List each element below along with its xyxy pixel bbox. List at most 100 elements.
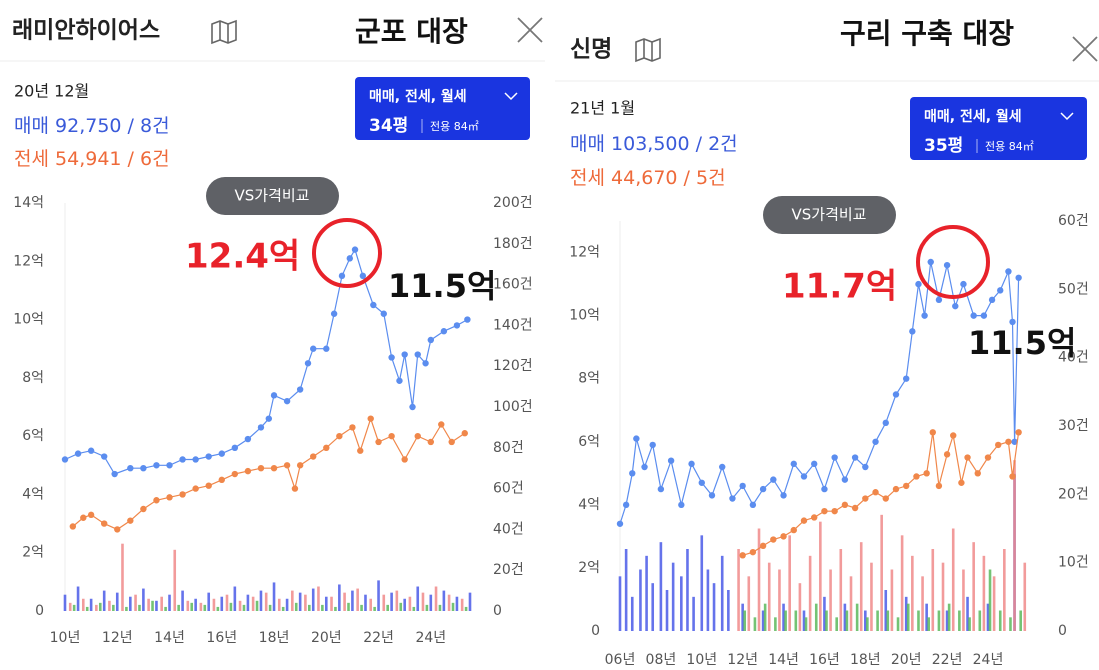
volume-bar (896, 617, 900, 631)
summary: 103,500 / 2건 (611, 133, 738, 155)
price-point (218, 450, 225, 457)
price-point (61, 456, 69, 463)
dropdown-types: 매매, 전세, 월세 (924, 108, 1022, 125)
price-point (192, 456, 199, 463)
volume-bar (870, 562, 873, 631)
volume-bar (98, 602, 102, 611)
volume-bar (351, 590, 354, 611)
volume-bar (108, 600, 111, 611)
price-point (218, 476, 225, 484)
price-point (892, 485, 900, 493)
price-point (304, 360, 312, 367)
volume-bar (692, 596, 695, 631)
price-point (370, 301, 377, 309)
price-point (657, 485, 665, 493)
volume-bar (438, 604, 442, 611)
volume-bar (784, 610, 787, 631)
volume-bar (794, 610, 798, 631)
volume-bar (285, 598, 289, 611)
volume-bar (753, 617, 757, 631)
map-icon[interactable] (211, 19, 237, 45)
price-point (140, 465, 147, 472)
volume-bar (304, 594, 307, 611)
price-point (811, 460, 818, 468)
price-point (749, 501, 757, 509)
volume-bar (291, 590, 294, 611)
compare-button[interactable]: VS가격비교 (763, 196, 896, 234)
price-point (440, 328, 448, 335)
volume-bar (455, 596, 459, 611)
highlight-circle (916, 225, 990, 299)
volume-bar (966, 596, 969, 631)
volume-bar (802, 610, 806, 631)
price-point (759, 485, 767, 493)
price-point (678, 501, 685, 509)
x-tick-label: 16년 (206, 630, 237, 646)
price-point (729, 495, 736, 502)
volume-bar (904, 596, 908, 631)
volume-bar (151, 600, 154, 611)
price-point (622, 501, 630, 509)
volume-bar (839, 549, 843, 631)
dropdown[interactable]: 매매, 전세, 월세 34평 전용 84㎡ (355, 77, 530, 140)
price-point (153, 462, 160, 469)
price-point (351, 246, 359, 253)
x-tick-label: 20년 (891, 652, 922, 668)
y-tick-label: 14억 (13, 195, 44, 211)
price-point (231, 444, 239, 451)
price-point (375, 438, 382, 446)
price-point (111, 470, 118, 478)
jeonse-summary: 전세 54,941 / 6건 (14, 148, 170, 170)
volume-bar (972, 542, 975, 631)
volume-bar (429, 594, 433, 611)
price-point (872, 438, 879, 445)
volume-bar (804, 617, 808, 631)
close-button[interactable] (517, 17, 543, 43)
y-tick-label: 0 (591, 623, 600, 639)
volume-bar (864, 610, 867, 631)
x-tick-label: 22년 (363, 630, 394, 646)
volume-bar (1019, 610, 1022, 631)
price-point (401, 456, 408, 463)
volume-bar (992, 576, 996, 631)
price-point (800, 473, 808, 480)
dropdown[interactable]: 매매, 전세, 월세 35평 전용 84㎡ (910, 97, 1087, 160)
x-tick-label: 18년 (850, 652, 881, 668)
price-point (448, 438, 455, 446)
price-point (438, 421, 445, 428)
volume-bar (829, 569, 832, 631)
volume-bar (825, 610, 828, 631)
price-point (231, 470, 239, 478)
volume-bar (246, 594, 250, 611)
summary: 92,750 / 8건 (55, 115, 170, 137)
price-point (851, 504, 859, 512)
volume-bar (68, 602, 72, 611)
y-tick-label: 4억 (578, 497, 600, 513)
series-name: 전세 (570, 167, 605, 189)
price-point (310, 345, 317, 352)
price-point (851, 454, 859, 461)
price-point (338, 272, 346, 280)
volume-bar (782, 603, 785, 631)
volume-bar (421, 592, 425, 611)
volume-bar (835, 617, 838, 631)
price-point (257, 465, 265, 472)
volume-bar (177, 604, 180, 611)
close-button[interactable] (1072, 36, 1098, 62)
series-name: 전세 (14, 148, 49, 170)
volume-bar (845, 610, 849, 631)
volume-bar (982, 555, 986, 631)
x-tick-label: 18년 (259, 630, 290, 646)
volume-bar (216, 606, 220, 611)
volume-bar (968, 617, 971, 631)
map-icon[interactable] (635, 37, 661, 63)
compare-button[interactable]: VS가격비교 (206, 177, 339, 215)
price-point (244, 467, 252, 475)
volume-bar (360, 604, 363, 611)
price-annotation: 11.7억 (782, 267, 897, 307)
price-point (409, 403, 416, 411)
volume-bar (85, 606, 89, 611)
x-tick-label: 22년 (932, 652, 963, 668)
price-point (929, 429, 936, 436)
chart: 0 2억 4억 6억 8억 10억 12억 14억 0 20건 40건 60건 80건 100건 120건 1… (13, 195, 532, 646)
